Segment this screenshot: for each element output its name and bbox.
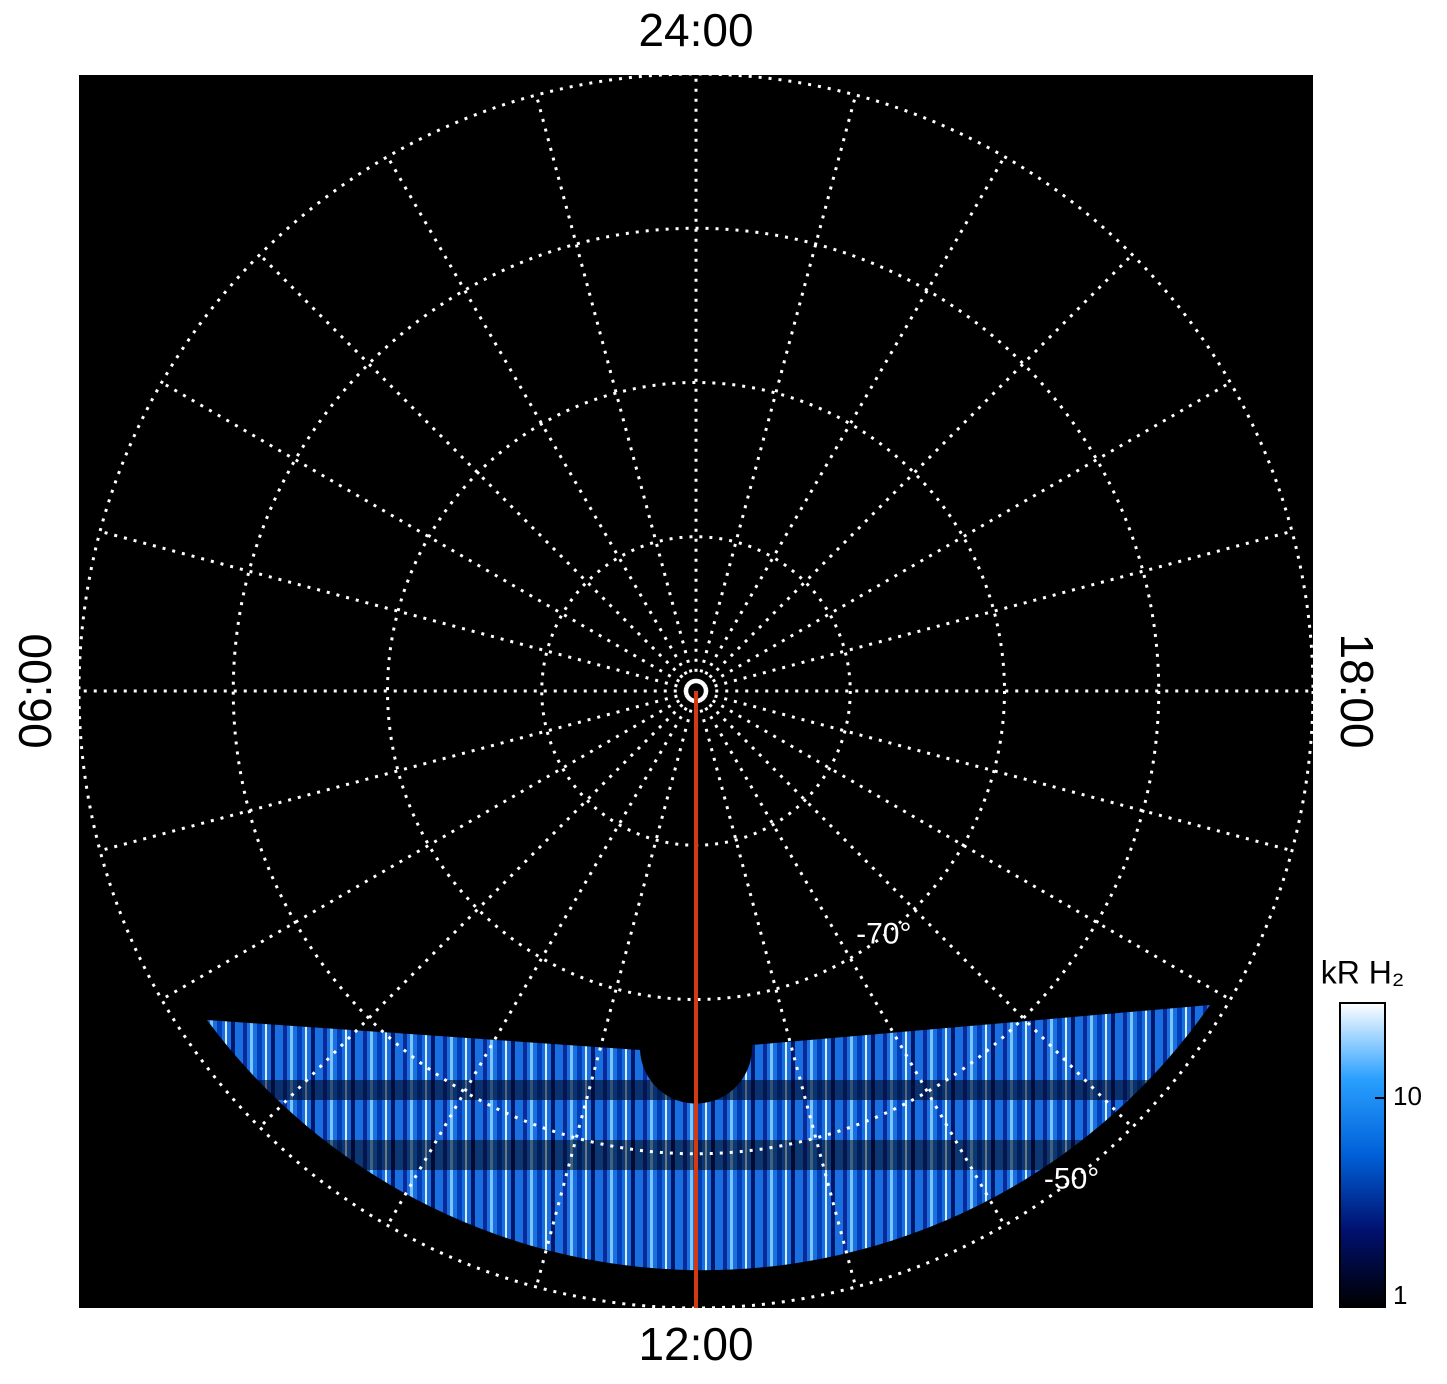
latitude-grid-circle (386, 381, 1006, 1001)
hour-grid-line (703, 381, 1232, 688)
hour-grid-line (704, 529, 1293, 691)
hour-grid-line (701, 253, 1134, 686)
hour-grid-line (386, 698, 693, 1227)
hour-grid-line (534, 94, 696, 683)
hour-grid-line (696, 94, 858, 683)
hour-grid-line (704, 691, 1293, 853)
colorbar (1339, 1002, 1386, 1308)
hour-grid-line (386, 155, 693, 684)
hour-grid-line (699, 698, 1006, 1227)
hour-grid-line (701, 696, 1134, 1129)
latitude-grid-circle (77, 72, 1315, 1310)
hour-grid-line (696, 699, 858, 1288)
latitude-grid-circle (231, 226, 1161, 1156)
hour-grid-line (534, 699, 696, 1288)
hour-grid-line (699, 155, 1006, 684)
local-time-label: 12:00 (638, 1318, 753, 1370)
hour-grid-line (99, 691, 688, 853)
emission-region (207, 1005, 1210, 1271)
hour-grid-line (703, 694, 1232, 1001)
colorbar-tick-label: 10 (1393, 1081, 1422, 1111)
colorbar-label: kR H₂ (1321, 954, 1405, 990)
hour-grid-line (258, 696, 691, 1129)
hour-grid-line (160, 381, 689, 688)
local-time-label: 06:00 (9, 633, 61, 748)
latitude-label: -50° (1044, 1162, 1099, 1195)
hour-grid-line (160, 694, 689, 1001)
hour-grid-line (99, 529, 688, 691)
local-time-label: 18:00 (1331, 633, 1383, 748)
colorbar-tick-label: 1 (1393, 1280, 1407, 1310)
local-time-label: 24:00 (638, 4, 753, 56)
hour-grid-line (258, 253, 691, 686)
latitude-label: -70° (856, 918, 911, 951)
